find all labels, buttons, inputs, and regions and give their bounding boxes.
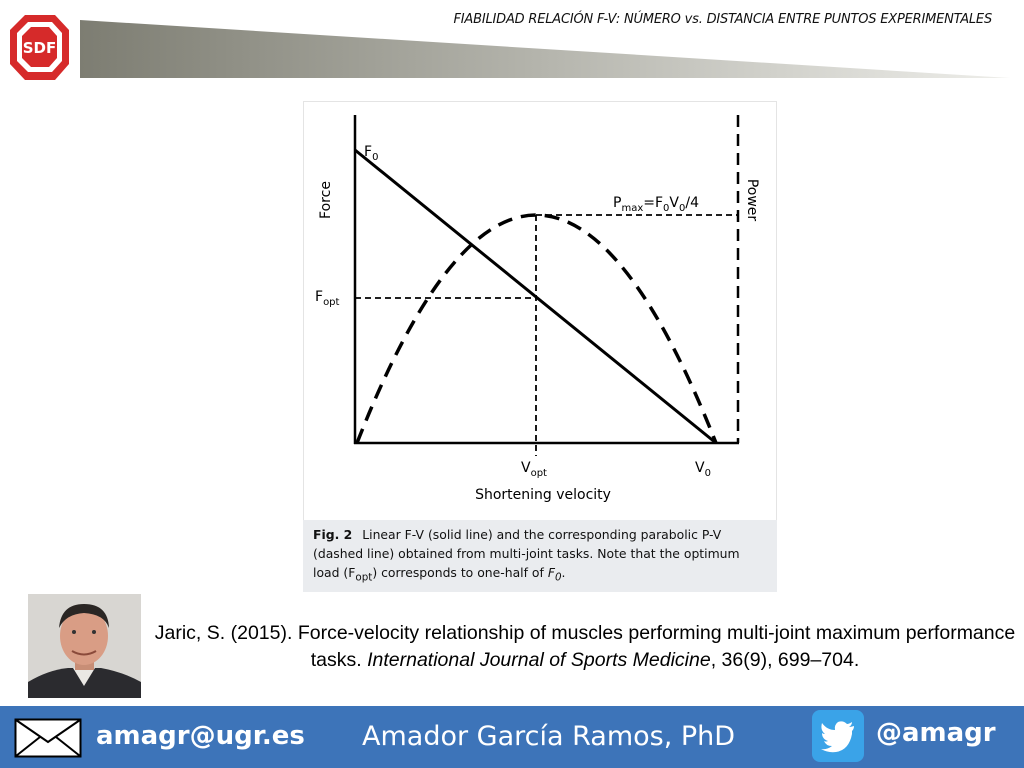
footer-email[interactable]: amagr@ugr.es — [96, 721, 305, 751]
fv-diagram: Force Power Shortening velocity F0 Fopt … — [315, 115, 760, 503]
citation-journal: International Journal of Sports Medicine — [367, 649, 711, 671]
caption-sub: 0 — [554, 571, 562, 584]
x-axis-label: Shortening velocity — [475, 487, 611, 503]
twitter-icon[interactable] — [812, 710, 864, 762]
power-curve — [355, 213, 718, 444]
footer: amagr@ugr.es Amador García Ramos, PhD @a… — [0, 706, 1024, 768]
label-sub: 0 — [372, 152, 378, 163]
label-part: /4 — [685, 195, 699, 211]
label-part: P — [613, 195, 621, 211]
caption-text: Linear F-V (solid line) and the correspo… — [313, 527, 740, 580]
caption-italic: F — [547, 565, 555, 580]
label-part: =F — [643, 195, 663, 211]
vopt-label: Vopt — [521, 460, 547, 479]
label-part: F — [315, 289, 323, 305]
label-sub: max — [621, 203, 643, 214]
logo-core — [22, 27, 57, 67]
email-icon — [14, 718, 82, 758]
fopt-label: Fopt — [315, 289, 340, 308]
header-title: FIABILIDAD RELACIÓN F-V: NÚMERO vs. DIST… — [453, 12, 993, 27]
header-graphics: SDF — [10, 15, 1010, 80]
citation-text: Jaric, S. (2015). Force-velocity relatio… — [154, 622, 1016, 671]
caption-text: . — [561, 565, 566, 580]
label-sub: 0 — [679, 203, 685, 214]
y-axis-label: Force — [318, 181, 334, 219]
v0-label: V0 — [695, 460, 711, 479]
label-sub: 0 — [663, 203, 669, 214]
label-sub: 0 — [705, 468, 711, 479]
f0-label: F0 — [364, 144, 378, 163]
label-part: F — [364, 144, 372, 160]
footer-name: Amador García Ramos, PhD — [362, 721, 736, 752]
caption-text: ) corresponds to one-half of — [372, 565, 548, 580]
caption-label: Fig. 2 — [313, 527, 353, 542]
footer-twitter[interactable]: @amagr — [876, 718, 996, 748]
citation-text: , 36(9), 699–704. — [710, 649, 860, 671]
label-part: V — [695, 460, 705, 476]
pmax-label: Pmax=F0V0/4 — [613, 195, 699, 214]
caption-sub: opt — [355, 571, 373, 584]
y2-axis-label: Power — [744, 179, 760, 222]
label-part: V — [669, 195, 679, 211]
author-photo — [28, 594, 141, 698]
citation: Jaric, S. (2015). Force-velocity relatio… — [150, 620, 1020, 674]
label-sub: opt — [531, 468, 547, 479]
logo-text: SDF — [23, 39, 57, 57]
label-sub: opt — [323, 297, 339, 308]
figure — [303, 101, 777, 592]
header-wedge — [80, 20, 1010, 78]
figure-caption: Fig. 2 Linear F-V (solid line) and the co… — [303, 520, 777, 592]
label-part: V — [521, 460, 531, 476]
